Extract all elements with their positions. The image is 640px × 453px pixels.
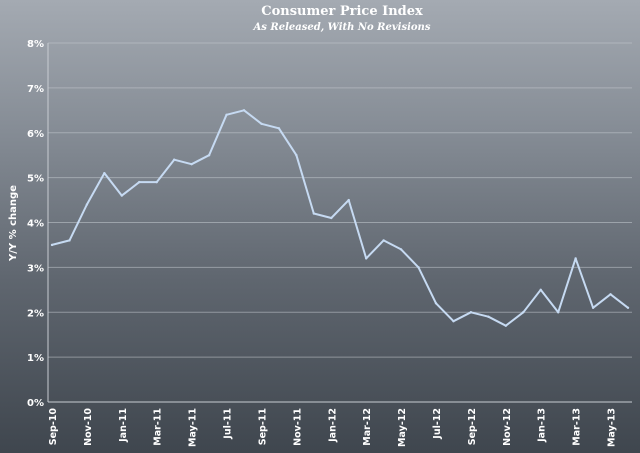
data-point xyxy=(469,311,473,314)
x-tick-label: Jul-12 xyxy=(432,408,443,440)
y-tick-label: 1% xyxy=(27,353,44,364)
data-point xyxy=(68,239,71,242)
x-tick-labels: Sep-10 Nov-10 Jan-11 Mar-11 May-11 Jul-11 Sep-… xyxy=(48,408,618,447)
data-point xyxy=(85,203,89,206)
x-tick-label: Sep-11 xyxy=(257,408,268,445)
axes xyxy=(47,43,632,403)
data-point xyxy=(574,257,577,260)
y-tick-label: 8% xyxy=(27,39,44,50)
data-point xyxy=(434,302,438,305)
data-point xyxy=(330,216,333,220)
y-tick-label: 4% xyxy=(27,219,44,230)
y-tick-label: 0% xyxy=(27,398,44,409)
x-tick-label: Sep-10 xyxy=(48,408,59,446)
data-point xyxy=(382,239,385,242)
data-point xyxy=(103,171,106,175)
data-point xyxy=(347,198,350,202)
x-tick-label: Jan-12 xyxy=(327,408,338,443)
x-tick-label: May-13 xyxy=(607,408,618,447)
data-point xyxy=(312,212,316,215)
y-tick-labels: 0% 1% 2% 3% 4% 5% 6% 7% 8% xyxy=(27,39,44,409)
chart-subtitle: As Released, With No Revisions xyxy=(253,22,431,33)
data-point xyxy=(364,257,368,260)
data-point xyxy=(50,243,54,247)
y-tick-label: 5% xyxy=(27,174,44,185)
data-point xyxy=(522,311,525,314)
data-point xyxy=(225,113,228,117)
data-point xyxy=(155,180,158,184)
data-point xyxy=(626,306,630,309)
series-line xyxy=(51,109,629,327)
data-point xyxy=(242,109,246,112)
data-point xyxy=(120,194,124,197)
x-tick-label: Jan-11 xyxy=(118,408,129,443)
x-tick-label: Nov-11 xyxy=(292,408,303,446)
x-tick-label: Nov-10 xyxy=(83,408,94,446)
x-tick-label: Nov-12 xyxy=(502,408,513,446)
x-tick-label: Jul-11 xyxy=(223,408,234,440)
data-point xyxy=(417,266,420,269)
x-tick-label: Mar-12 xyxy=(362,408,373,446)
x-tick-label: Jan-13 xyxy=(537,408,548,443)
chart-title: Consumer Price Index xyxy=(261,4,423,19)
data-point xyxy=(190,162,193,166)
series-layer xyxy=(50,109,630,327)
data-point xyxy=(399,248,403,251)
x-tick-label: Mar-11 xyxy=(153,408,164,446)
data-point xyxy=(295,153,298,157)
data-point xyxy=(207,153,211,157)
data-point xyxy=(591,306,595,309)
data-point xyxy=(172,158,176,161)
y-tick-label: 2% xyxy=(27,308,44,319)
y-axis-label: Y/Y % change xyxy=(8,185,19,262)
y-tick-label: 6% xyxy=(27,129,44,140)
data-point xyxy=(452,320,455,323)
data-point xyxy=(539,288,542,292)
gridlines xyxy=(48,42,632,358)
data-point xyxy=(504,324,508,327)
x-tick-label: Sep-12 xyxy=(467,408,478,445)
x-tick-label: May-12 xyxy=(397,408,408,447)
data-point xyxy=(138,180,141,184)
data-point xyxy=(260,122,263,125)
y-tick-label: 3% xyxy=(27,263,44,274)
y-tick-label: 7% xyxy=(27,84,44,95)
data-point xyxy=(609,293,612,296)
data-point xyxy=(487,315,490,318)
data-point xyxy=(556,311,560,314)
x-tick-label: Mar-13 xyxy=(572,408,583,446)
x-tick-label: May-11 xyxy=(188,408,199,447)
data-point xyxy=(277,127,281,130)
